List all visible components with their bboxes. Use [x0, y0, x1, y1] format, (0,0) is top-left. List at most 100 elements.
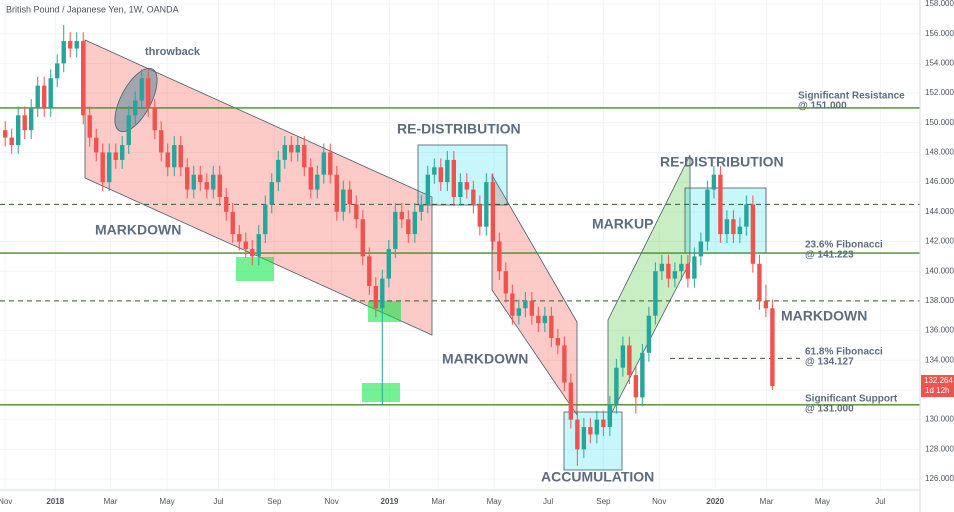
candle-body	[302, 145, 307, 168]
candle-body	[29, 107, 34, 131]
y-tick-label: 156.000	[925, 29, 954, 38]
level-label: 23.6% Fibonacci	[805, 240, 883, 251]
candle-body	[3, 130, 8, 138]
candle-body	[315, 174, 320, 190]
x-tick-label: Jul	[543, 497, 553, 506]
candle-body	[451, 159, 457, 197]
y-tick-label: 140.000	[925, 266, 954, 275]
x-tick-label: Sep	[267, 497, 282, 506]
candle-body	[185, 167, 190, 190]
candle-body	[698, 241, 704, 257]
candle-body	[594, 419, 600, 435]
candle-body	[120, 145, 125, 160]
level-label: @ 131.000	[805, 404, 854, 415]
candle-body	[445, 159, 450, 183]
candle-body	[133, 100, 138, 116]
candle-body	[510, 293, 515, 316]
annotation: RE-DISTRIBUTION	[660, 154, 784, 170]
candle-body	[679, 263, 684, 272]
candle-body	[601, 419, 606, 428]
candle-body	[367, 256, 372, 287]
y-tick-label: 128.000	[925, 444, 954, 453]
level-label: 61.8% Fibonacci	[805, 347, 883, 358]
x-tick-label: 2019	[381, 497, 399, 506]
candle-body	[412, 211, 418, 235]
candle-body	[718, 174, 723, 235]
candle-body	[347, 189, 352, 205]
candle-body	[172, 145, 177, 168]
candle-body	[152, 107, 157, 131]
candle-body	[607, 404, 613, 428]
level-label: Significant Resistance	[798, 91, 905, 102]
candle-body	[380, 278, 385, 309]
candle-body	[633, 375, 639, 398]
candle-body	[42, 85, 47, 108]
candle-body	[393, 211, 398, 249]
x-tick-label: May	[487, 497, 502, 506]
candle-body	[672, 271, 678, 279]
candle-body	[198, 174, 203, 183]
candle-body	[61, 41, 66, 64]
candle-body	[321, 152, 326, 175]
candle-body	[282, 145, 287, 160]
candle-body	[334, 174, 339, 212]
candle-body	[276, 159, 281, 183]
candle-body	[217, 174, 222, 197]
candle-body	[614, 367, 619, 405]
y-tick-label: 142.000	[925, 237, 954, 246]
candle-body	[724, 219, 730, 235]
range-box	[563, 411, 623, 471]
candle-body	[581, 427, 587, 450]
candle-body	[139, 78, 144, 101]
candle-body	[536, 315, 541, 324]
candle-body	[731, 219, 736, 235]
candle-body	[94, 137, 99, 153]
candle-body	[484, 182, 489, 227]
chart-title: British Pound / Japanese Yen, 1W, OANDA	[6, 4, 179, 14]
y-tick-label: 136.000	[925, 326, 954, 335]
candle-body	[87, 115, 92, 138]
candle-body	[685, 263, 691, 279]
candle-body	[549, 315, 554, 338]
candle-body	[230, 211, 235, 235]
level-label: @ 151.000	[798, 101, 847, 112]
candle-body	[126, 115, 131, 146]
candle-body	[770, 308, 775, 387]
y-tick-label: 146.000	[925, 177, 954, 186]
x-tick-label: 2020	[706, 497, 724, 506]
annotation: MARKDOWN	[781, 308, 867, 324]
level-label: Significant Support	[805, 394, 898, 405]
y-tick-label: 154.000	[925, 58, 954, 67]
candle-body	[542, 315, 548, 324]
candle-body	[627, 345, 632, 376]
candle-body	[295, 145, 300, 153]
candle-body	[16, 115, 21, 146]
y-tick-label: 130.000	[925, 415, 954, 424]
candle-body	[269, 182, 274, 205]
candle-body	[705, 189, 710, 242]
candle-body	[711, 174, 717, 190]
candle-body	[575, 419, 580, 450]
candle-body	[666, 263, 671, 279]
candle-body	[354, 204, 359, 220]
candle-body	[237, 234, 242, 242]
candle-body	[523, 300, 528, 309]
candle-body	[471, 189, 476, 205]
candle-body	[289, 145, 294, 153]
y-tick-label: 150.000	[925, 118, 954, 127]
x-tick-label: Jul	[213, 497, 223, 506]
candle-body	[432, 167, 437, 175]
candle-body	[55, 63, 60, 79]
x-tick-label: Mar	[431, 497, 445, 506]
candle-body	[341, 189, 346, 212]
candle-body	[22, 115, 27, 131]
y-tick-label: 138.000	[925, 296, 954, 305]
candle-body	[308, 167, 313, 190]
annotation: throwback	[145, 46, 201, 58]
level-label: @ 141.223	[805, 250, 854, 261]
candle-body	[360, 219, 365, 257]
candle-body	[477, 204, 483, 227]
candle-body	[464, 182, 470, 190]
